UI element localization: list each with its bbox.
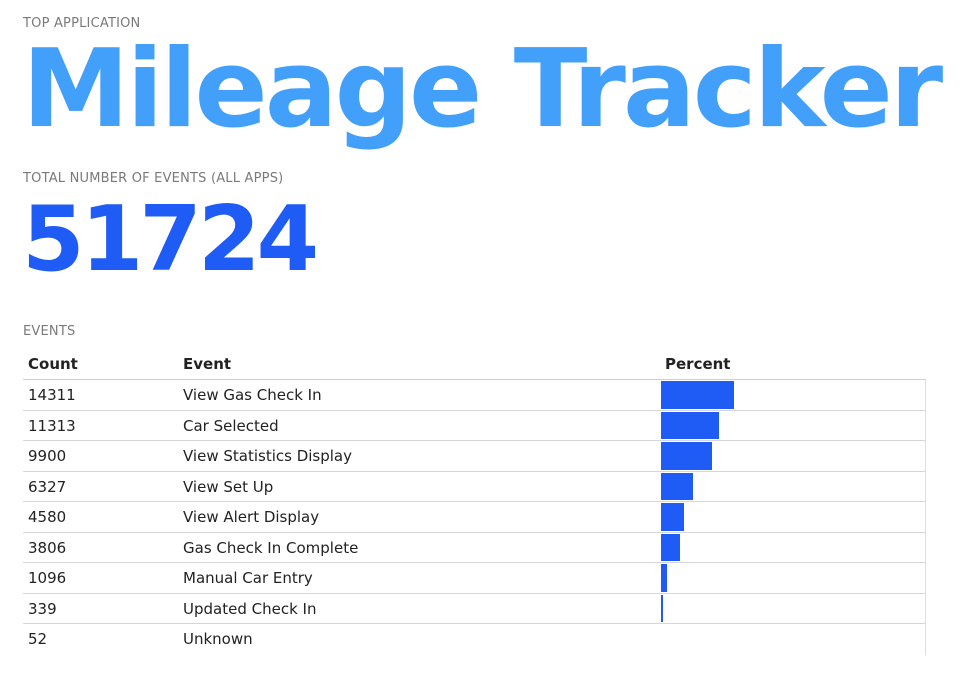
- events-label: EVENTS: [23, 324, 76, 339]
- event-count: 11313: [28, 416, 76, 435]
- column-header-event: Event: [183, 355, 232, 373]
- table-row: 4580 View Alert Display: [23, 502, 926, 533]
- percent-cell: [661, 502, 926, 532]
- percent-cell: [661, 471, 926, 501]
- table-row: 3806 Gas Check In Complete: [23, 532, 926, 563]
- percent-cell: [661, 532, 926, 562]
- table-row: 1096 Manual Car Entry: [23, 563, 926, 594]
- table-row: 339 Updated Check In: [23, 593, 926, 624]
- percent-cell: [661, 410, 926, 440]
- percent-bar: [661, 533, 680, 561]
- event-name: Manual Car Entry: [183, 569, 313, 587]
- column-header-count: Count: [28, 355, 78, 373]
- table-row: 9900 View Statistics Display: [23, 441, 926, 472]
- event-count: 4580: [28, 508, 67, 526]
- percent-cell: [661, 380, 926, 410]
- percent-bar: [661, 472, 693, 500]
- table-row: 52 Unknown: [23, 624, 926, 655]
- event-count: 339: [28, 599, 57, 618]
- event-count: 9900: [28, 447, 67, 465]
- event-count: 6327: [28, 477, 67, 496]
- percent-cell: [661, 563, 926, 593]
- table-row: 14311 View Gas Check In: [23, 380, 926, 411]
- event-count: 1096: [28, 569, 67, 587]
- column-header-percent: Percent: [665, 355, 731, 373]
- table-row: 11313 Car Selected: [23, 410, 926, 441]
- events-table-body: 14311 View Gas Check In 11313 Car Selected 9…: [23, 380, 926, 655]
- event-name: Car Selected: [183, 416, 279, 435]
- event-name: View Alert Display: [183, 508, 320, 526]
- event-name: View Statistics Display: [183, 447, 352, 465]
- top-application-name: Mileage Tracker: [22, 27, 943, 152]
- event-name: Gas Check In Complete: [183, 538, 359, 557]
- events-table-header: Count Event Percent: [23, 349, 926, 380]
- percent-cell: [661, 624, 926, 655]
- percent-bar: [661, 594, 663, 622]
- percent-bar: [661, 411, 719, 439]
- percent-cell: [661, 593, 926, 623]
- event-name: Updated Check In: [183, 599, 317, 618]
- event-count: 52: [28, 630, 48, 648]
- event-name: View Gas Check In: [183, 386, 322, 404]
- percent-cell: [661, 441, 926, 471]
- event-name: Unknown: [183, 630, 253, 648]
- percent-bar: [661, 503, 684, 531]
- total-events-value: 51724: [22, 187, 319, 292]
- total-events-label: TOTAL NUMBER OF EVENTS (ALL APPS): [23, 171, 284, 186]
- event-name: View Set Up: [183, 477, 274, 496]
- event-count: 3806: [28, 538, 67, 557]
- percent-bar: [661, 381, 734, 409]
- percent-bar: [661, 442, 712, 470]
- event-count: 14311: [28, 386, 76, 404]
- percent-bar: [661, 564, 667, 592]
- table-row: 6327 View Set Up: [23, 471, 926, 502]
- events-table: Count Event Percent 14311 View Gas Check …: [23, 349, 926, 655]
- top-application-label: TOP APPLICATION: [23, 16, 141, 31]
